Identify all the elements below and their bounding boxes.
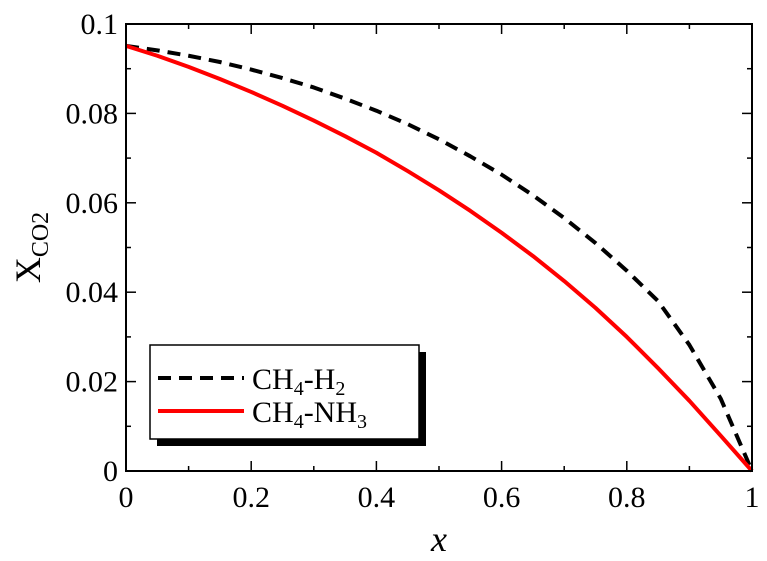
legend-1-b-sub: 3	[357, 411, 367, 433]
legend-box	[149, 344, 420, 440]
x-tick-label: 0.8	[608, 481, 646, 514]
legend-0-b: -H	[304, 363, 336, 396]
x-tick-label: 0	[119, 481, 134, 514]
y-axis-title-main: X	[8, 257, 48, 283]
x-tick-label: 0.6	[483, 481, 521, 514]
y-axis-title-sub: CO2	[28, 212, 54, 257]
y-tick-label: 0.04	[66, 276, 119, 309]
legend-0-a: CH	[252, 363, 294, 396]
x-axis-title: x	[430, 519, 447, 559]
x-tick-label: 0.4	[358, 481, 396, 514]
y-axis-title: XCO2	[8, 212, 54, 283]
legend-0-b-sub: 2	[335, 378, 345, 400]
legend-1-b: -NH	[304, 396, 357, 429]
x-tick-label: 0.2	[232, 481, 270, 514]
legend: CH4-H2 CH4-NH3	[149, 344, 426, 446]
plot-frame	[125, 23, 753, 472]
tick-labels-group: 0 0.2 0.4 0.6 0.8 1 0 0.02 0.04 0.06 0.08 0.1	[66, 8, 760, 514]
legend-0-a-sub: 4	[294, 378, 304, 400]
y-tick-label: 0.02	[66, 366, 119, 399]
series-line-ch4-nh3	[125, 43, 754, 473]
legend-1-a-sub: 4	[294, 411, 304, 433]
y-tick-label: 0.1	[81, 8, 119, 41]
y-tick-label: 0	[103, 455, 118, 488]
legend-label-ch4-nh3: CH4-NH3	[252, 396, 367, 433]
y-tick-label: 0.08	[66, 97, 119, 130]
series-line-ch4-h2	[125, 43, 754, 472]
x-tick-label: 1	[745, 481, 760, 514]
y-tick-label: 0.06	[66, 187, 119, 220]
legend-1-a: CH	[252, 396, 294, 429]
legend-label-ch4-h2: CH4-H2	[252, 363, 345, 400]
series-layer	[125, 43, 754, 473]
